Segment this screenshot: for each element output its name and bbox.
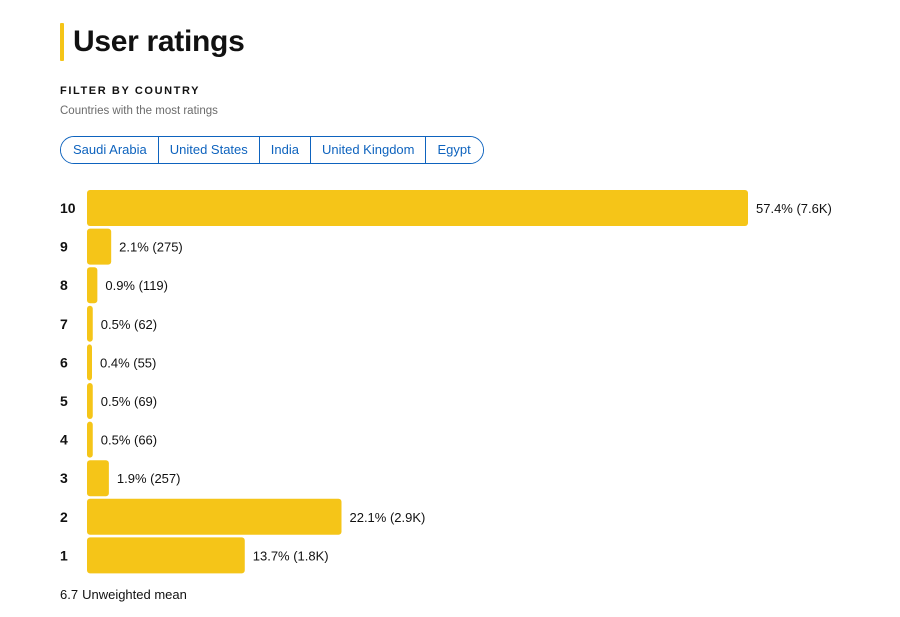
country-chip-united-kingdom[interactable]: United Kingdom — [309, 137, 426, 163]
rating-value-label-9: 2.1% (275) — [119, 240, 183, 255]
rating-label-1: 1 — [60, 547, 68, 563]
title-accent-bar — [60, 23, 64, 61]
rating-value-label-1: 13.7% (1.8K) — [253, 548, 329, 563]
rating-value-label-3: 1.9% (257) — [117, 471, 181, 486]
country-chip-india[interactable]: India — [258, 137, 310, 163]
rating-bar-9 — [87, 228, 112, 265]
rating-label-8: 8 — [60, 277, 68, 293]
rating-label-10: 10 — [60, 200, 76, 216]
page-title: User ratings — [73, 25, 245, 58]
rating-bar-7 — [87, 305, 93, 342]
rating-bar-2 — [87, 498, 342, 535]
rating-value-label-2: 22.1% (2.9K) — [349, 510, 425, 525]
rating-bar-5 — [87, 383, 93, 419]
rating-bar-3 — [87, 460, 109, 497]
country-chip-united-states[interactable]: United States — [157, 137, 259, 163]
rating-label-4: 4 — [60, 432, 68, 448]
filter-heading: FILTER BY COUNTRY — [60, 85, 201, 97]
rating-value-label-4: 0.5% (66) — [101, 433, 157, 448]
mean-label: Unweighted mean — [82, 587, 187, 602]
rating-value-label-5: 0.5% (69) — [101, 394, 157, 409]
rating-value-label-6: 0.4% (55) — [100, 355, 156, 370]
rating-bar-8 — [87, 267, 98, 304]
rating-label-9: 9 — [60, 239, 68, 255]
country-filter-chips: Saudi Arabia United States India United … — [60, 136, 484, 164]
rating-value-label-10: 57.4% (7.6K) — [756, 201, 832, 216]
rating-label-2: 2 — [60, 509, 68, 525]
rating-value-label-7: 0.5% (62) — [101, 317, 157, 332]
country-chip-egypt[interactable]: Egypt — [425, 137, 483, 163]
rating-label-5: 5 — [60, 393, 68, 409]
rating-bar-6 — [87, 344, 92, 381]
mean-value: 6.7 — [60, 587, 79, 602]
rating-label-6: 6 — [60, 354, 68, 370]
rating-value-label-8: 0.9% (119) — [105, 278, 168, 293]
country-chip-saudi-arabia[interactable]: Saudi Arabia — [61, 137, 158, 163]
mean-summary: 6.7 Unweighted mean — [60, 587, 191, 602]
filter-subtitle: Countries with the most ratings — [60, 105, 218, 117]
rating-bar-10 — [87, 190, 748, 226]
title-block: User ratings — [60, 22, 245, 62]
rating-label-3: 3 — [60, 470, 68, 486]
rating-bar-4 — [87, 421, 93, 458]
rating-label-7: 7 — [60, 316, 68, 332]
rating-bar-1 — [87, 537, 245, 574]
